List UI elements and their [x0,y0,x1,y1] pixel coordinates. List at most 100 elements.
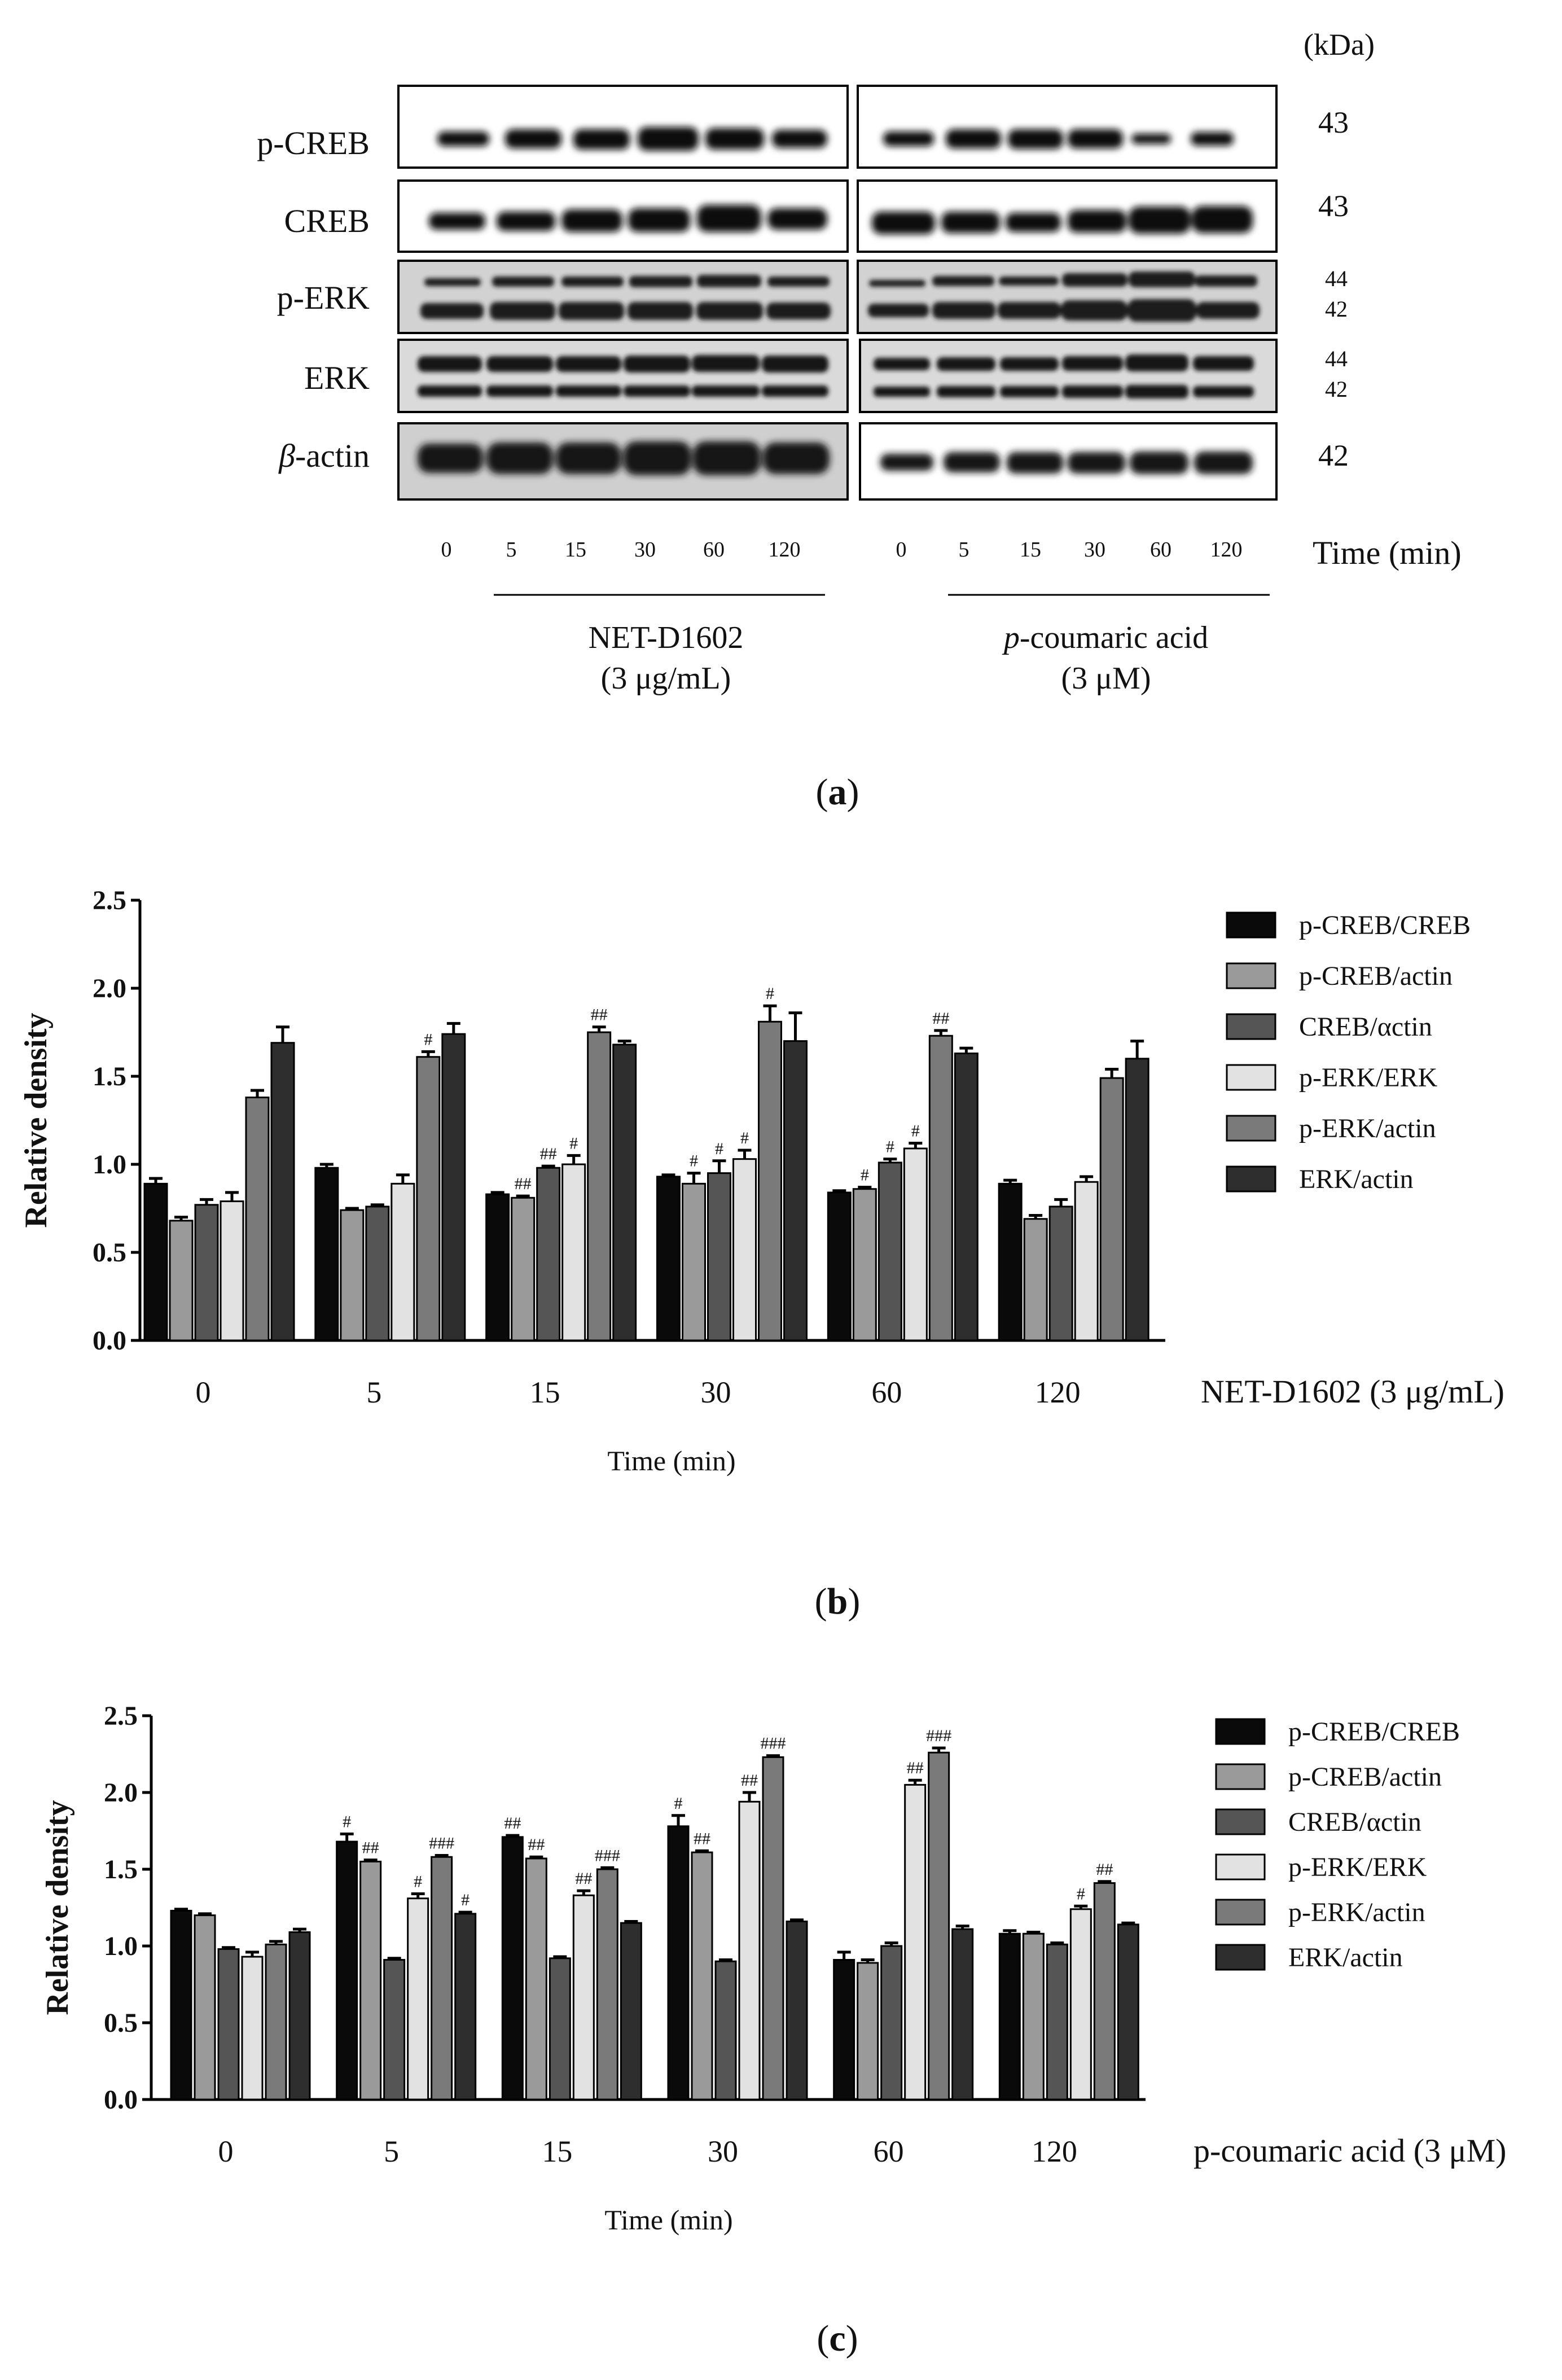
bar [612,1044,637,1342]
bar [416,1056,441,1342]
panel-letter-a: (a) [815,772,859,813]
bar [928,1751,950,2101]
y-tick-label: 2.5 [93,886,126,915]
bar [1046,1943,1068,2101]
bar [758,1020,782,1342]
bar [336,1840,358,2101]
significance-mark: # [886,1138,894,1156]
treatment-label: NET-D1602 (3 μg/mL) [1201,1373,1504,1410]
kda-p-erk-42: 42 [1325,296,1348,322]
x-tick-label: 30 [708,2134,738,2168]
group-caption-line1: p-coumaric acid [948,617,1264,658]
bar [525,1857,547,2101]
group-caption-p-coumaric: p-coumaric acid (3 μM) [948,617,1264,699]
legend-label: p-ERK/ERK [1299,1063,1438,1093]
beta-symbol: β [279,437,295,474]
y-tick-label: 0.0 [104,2085,138,2115]
y-tick-label: 1.0 [104,1931,138,1961]
legend-swatch [1215,1763,1266,1790]
y-tick-label: 1.5 [104,1855,138,1884]
bar [877,1161,902,1342]
bar [1023,1218,1048,1342]
bar [561,1163,586,1342]
legend-swatch [1226,911,1276,939]
lane-label: 5 [506,538,517,562]
blot-frame-p-creb-left [397,85,849,169]
significance-mark: # [414,1873,422,1891]
kda-creb: 43 [1318,189,1349,223]
group-caption-net-d1602: NET-D1602 (3 μg/mL) [508,617,824,699]
actin-suffix: -actin [295,437,370,474]
lane-label: 60 [1150,538,1172,562]
bar [194,1204,219,1342]
significance-mark: # [690,1152,698,1171]
blot-label-p-creb: p-CREB [257,125,370,161]
bar [511,1196,536,1342]
x-tick-label: 60 [871,1375,902,1409]
x-axis-label: Time (min) [604,2204,732,2236]
panel-letter-a-text: a [828,772,847,813]
kda-unit: (kDa) [1304,28,1375,62]
significance-mark: ## [575,1869,592,1888]
bar [170,1909,192,2101]
bar [1069,1908,1092,2101]
bar [485,1193,510,1342]
legend-label: p-ERK/actin [1299,1114,1436,1143]
significance-mark: # [911,1122,920,1141]
lane-label: 120 [1210,538,1243,562]
bar [880,1945,903,2101]
significance-mark: # [715,1139,723,1158]
legend-label: ERK/actin [1299,1164,1414,1194]
bar [431,1856,453,2101]
y-axis-label: Relative density [19,1013,54,1228]
legend-label: CREB/αctin [1299,1012,1432,1042]
lane-label: 120 [768,538,801,562]
bar [827,1191,852,1342]
group-caption-line2: (3 μg/mL) [600,661,731,696]
legend-label: p-CREB/CREB [1288,1717,1460,1747]
y-tick-label: 1.0 [93,1150,126,1180]
bar [241,1956,264,2101]
bar [169,1220,194,1342]
significance-mark: ## [694,1829,710,1848]
bar [270,1042,295,1342]
x-tick-label: 60 [874,2134,904,2168]
bar [1022,1932,1045,2101]
bar [454,1913,477,2101]
legend-label: p-CREB/actin [1299,961,1453,991]
bar [762,1756,784,2101]
significance-mark: # [461,1891,470,1909]
significance-mark: # [740,1129,749,1147]
blot-frame-p-creb-right [857,85,1278,169]
bar [245,1096,270,1342]
significance-mark: ### [595,1846,620,1865]
bar [359,1860,382,2101]
x-tick-label: 120 [1035,1375,1081,1409]
kda-erk-42: 42 [1325,376,1348,402]
bar [833,1958,855,2101]
bar [265,1943,287,2101]
significance-mark: ## [741,1771,758,1790]
bar [549,1957,571,2101]
bar [857,1962,879,2101]
bar [194,1914,216,2101]
x-tick-label: 0 [196,1375,211,1409]
bar [340,1209,365,1342]
bar [903,1147,928,1342]
significance-mark: ## [515,1174,532,1193]
lane-label: 60 [703,538,725,562]
treatment-label: p-coumaric acid (3 μM) [1194,2132,1506,2169]
bar [1074,1181,1099,1342]
bar [536,1167,561,1342]
bar [707,1172,731,1342]
lane-label: 30 [1084,538,1105,562]
bar [1093,1882,1116,2101]
panel-a: (kDa) p-CREB CREB p-ERK ERK β-actin [0,0,1562,847]
legend-label: p-ERK/actin [1288,1897,1425,1927]
bar [572,1894,595,2101]
legend-swatch [1226,1115,1276,1142]
x-tick-label: 120 [1032,2134,1077,2168]
time-axis-label: Time (min) [1313,534,1462,571]
significance-mark: ## [540,1145,557,1163]
y-tick-label: 0.5 [93,1238,126,1268]
